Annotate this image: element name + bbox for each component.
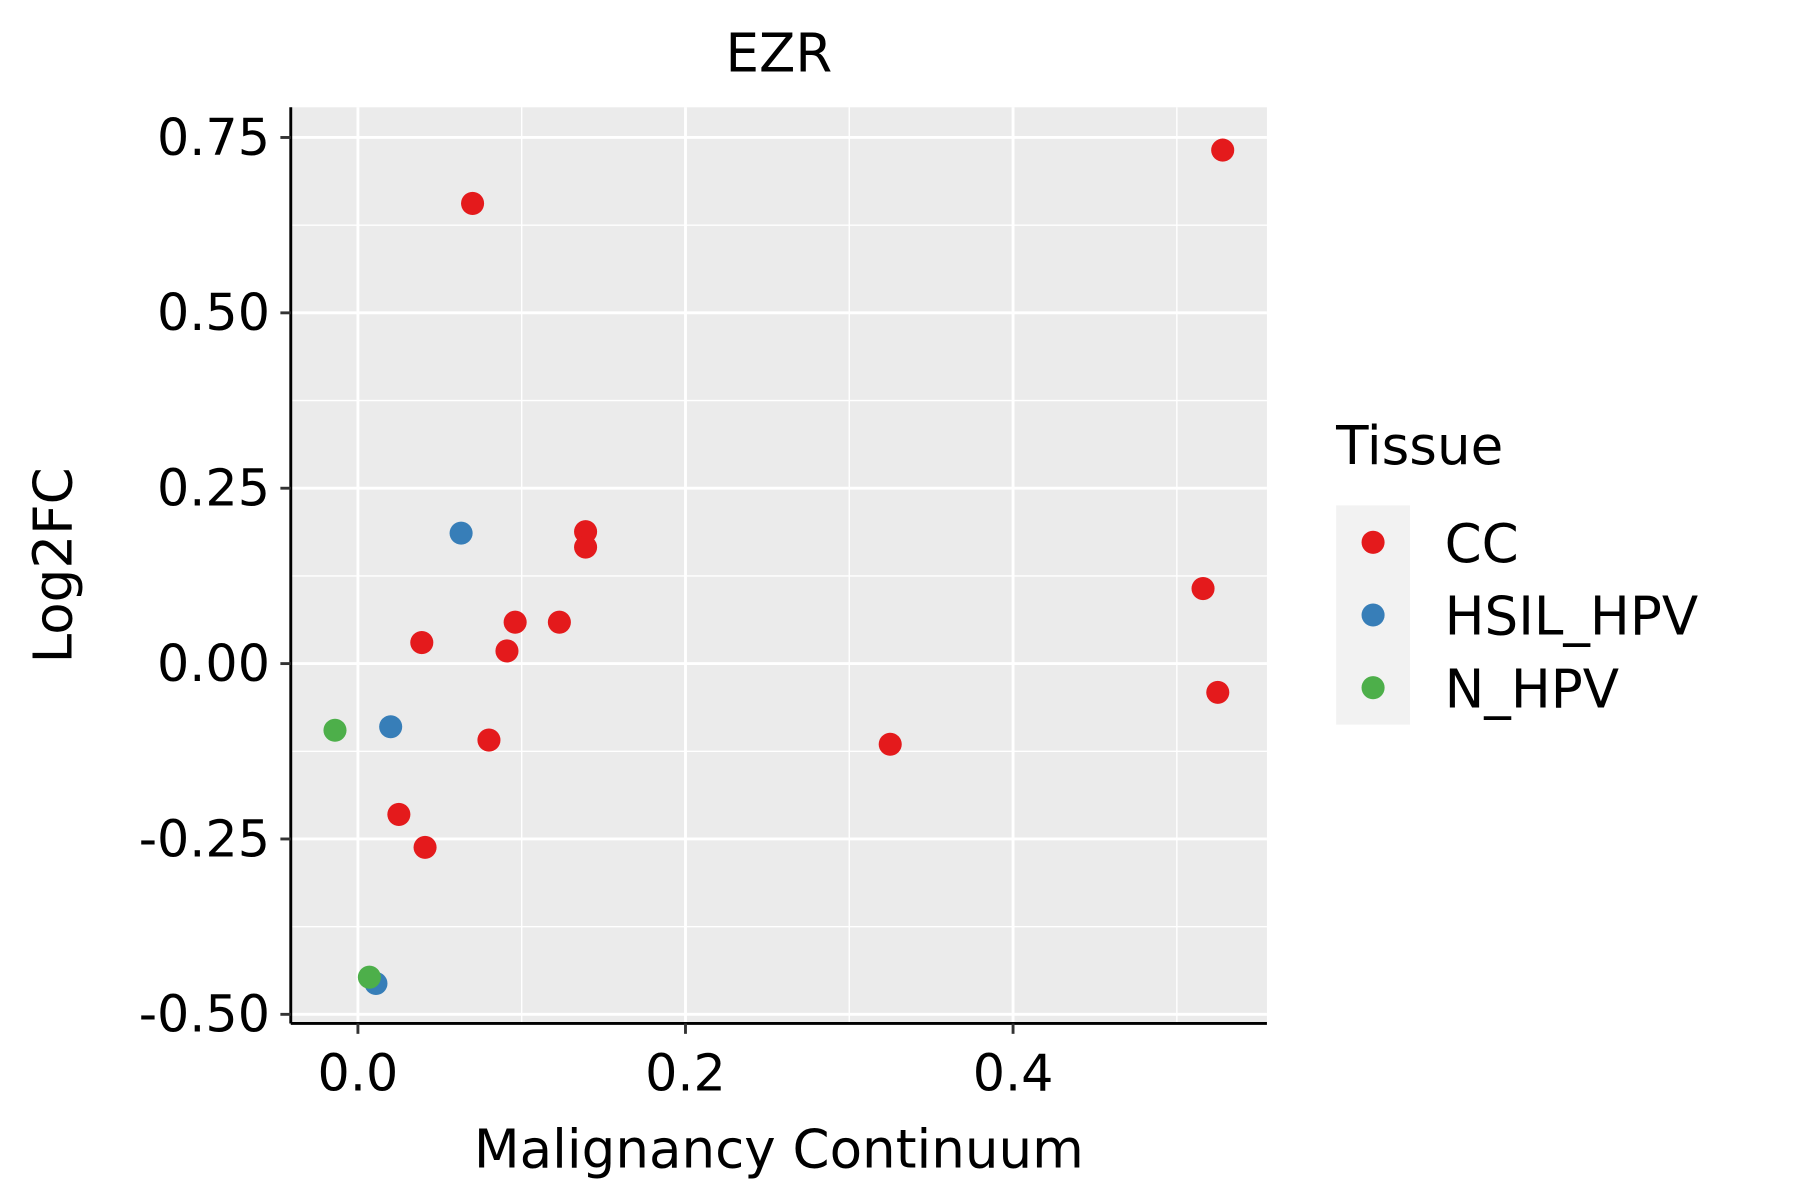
data-point-cc — [1211, 138, 1235, 162]
data-point-cc — [547, 610, 571, 634]
y-tick-label: 0.75 — [157, 108, 270, 167]
data-point-cc — [1206, 680, 1230, 704]
plot-panel — [290, 107, 1267, 1024]
grid-lines — [290, 107, 1267, 1024]
data-point-cc — [413, 835, 437, 859]
y-tick-label: 0.50 — [157, 283, 270, 342]
x-tick-label: 0.4 — [973, 1043, 1054, 1102]
legend-label: HSIL_HPV — [1445, 586, 1699, 648]
data-point-n-hpv — [323, 718, 347, 742]
data-point-n-hpv — [357, 965, 381, 989]
data-point-cc — [503, 610, 527, 634]
legend: CC HSIL_HPV N_HPV — [1361, 513, 1699, 720]
legend-key-n-hpv — [1361, 676, 1385, 700]
x-axis-label: Malignancy Continuum — [474, 1119, 1084, 1181]
x-tick-label: 0.2 — [645, 1043, 726, 1102]
x-tick-label: 0.0 — [318, 1043, 399, 1102]
data-points — [323, 138, 1235, 996]
data-point-cc — [387, 802, 411, 826]
legend-label: CC — [1445, 513, 1519, 575]
y-tick-label: 0.00 — [157, 634, 270, 693]
data-point-cc — [495, 639, 519, 663]
data-point-cc — [574, 535, 598, 559]
chart-title: EZR — [725, 23, 832, 85]
y-tick-label: -0.25 — [139, 809, 270, 868]
legend-title: Tissue — [1335, 415, 1503, 477]
y-tick-label: -0.50 — [139, 985, 270, 1044]
legend-key-hsil-hpv — [1361, 603, 1385, 627]
data-point-hsil-hpv — [379, 715, 403, 739]
data-point-cc — [410, 631, 434, 655]
y-tick-label: 0.25 — [157, 459, 270, 518]
y-axis-label: Log2FC — [23, 467, 85, 663]
data-point-cc — [461, 191, 485, 215]
legend-label: N_HPV — [1445, 658, 1619, 720]
data-point-cc — [477, 728, 501, 752]
data-point-cc — [878, 732, 902, 756]
data-point-cc — [1191, 576, 1215, 601]
data-point-hsil-hpv — [449, 521, 473, 545]
legend-key-cc — [1361, 530, 1385, 554]
axis-ticks: 0.0 0.2 0.4 0.75 0.50 0.25 0.00 -0.25 -0.50 — [139, 108, 1054, 1103]
